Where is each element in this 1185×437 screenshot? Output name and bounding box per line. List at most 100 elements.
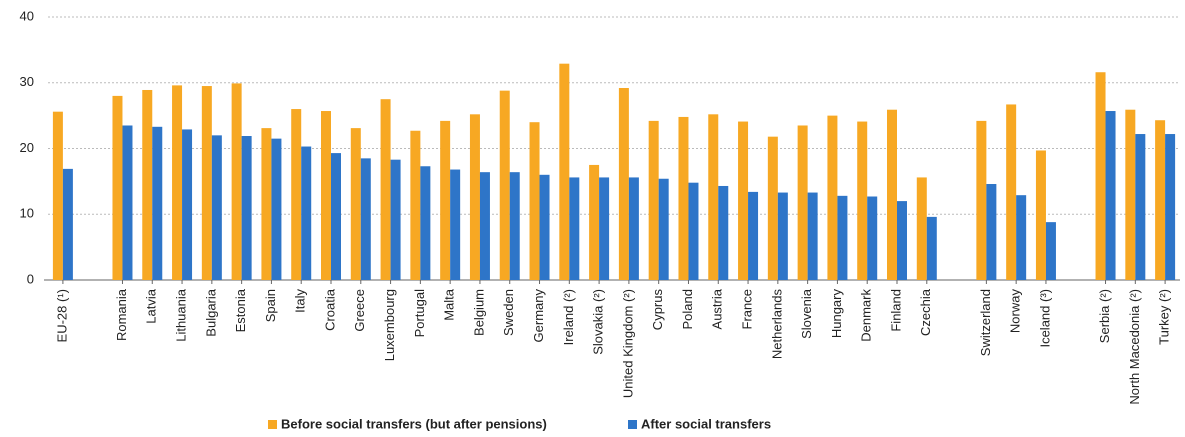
bar xyxy=(807,192,818,280)
bar xyxy=(688,182,699,280)
x-tick-label: Portugal xyxy=(412,289,427,338)
bar xyxy=(1006,104,1017,280)
bar xyxy=(142,89,153,280)
bar xyxy=(628,177,639,280)
bar xyxy=(152,126,163,281)
bar xyxy=(321,111,331,281)
x-tick-label: United Kingdom (²) xyxy=(620,289,635,398)
x-tick-label: Spain xyxy=(263,289,278,322)
bar xyxy=(599,177,610,280)
bar xyxy=(767,136,778,280)
bar xyxy=(827,115,838,280)
bar xyxy=(857,121,868,280)
x-tick-label: Netherlands xyxy=(769,289,784,360)
y-tick-label: 40 xyxy=(20,8,34,23)
x-tick-label: Belgium xyxy=(471,289,486,336)
bar xyxy=(112,95,123,281)
y-tick-label: 30 xyxy=(20,74,34,89)
bar xyxy=(499,90,510,280)
bar xyxy=(648,120,659,280)
bar xyxy=(986,184,997,280)
bar xyxy=(182,129,193,280)
bar xyxy=(122,125,133,280)
legend-swatch xyxy=(268,420,277,429)
x-tick-label: Switzerland xyxy=(978,289,993,356)
x-tick-label: Lithuania xyxy=(173,288,188,342)
bar xyxy=(420,166,431,280)
bar xyxy=(360,158,371,280)
bar xyxy=(509,172,520,280)
bar xyxy=(976,120,987,280)
bar xyxy=(201,86,212,280)
bar xyxy=(331,153,341,280)
bar xyxy=(797,125,808,280)
x-tick-label: Hungary xyxy=(829,289,844,339)
bar xyxy=(569,177,580,280)
bar xyxy=(469,114,480,280)
bar xyxy=(1155,120,1166,280)
bar xyxy=(440,120,451,280)
bar xyxy=(301,146,312,280)
bar xyxy=(658,178,669,280)
x-tick-label: Estonia xyxy=(233,288,248,332)
bar xyxy=(52,111,63,281)
x-tick-label: Latvia xyxy=(144,288,159,323)
bar xyxy=(718,185,729,280)
bar xyxy=(837,195,848,280)
y-tick-label: 10 xyxy=(20,206,34,221)
bar xyxy=(1045,222,1056,280)
bar xyxy=(589,164,600,280)
x-tick-label: Germany xyxy=(531,289,546,343)
bar xyxy=(211,135,222,280)
bar xyxy=(1035,150,1046,280)
bar xyxy=(897,201,907,280)
x-tick-label: Bulgaria xyxy=(203,288,218,336)
bar xyxy=(261,128,272,280)
bar xyxy=(1016,195,1027,280)
bar xyxy=(926,216,937,280)
bar xyxy=(887,109,897,281)
bar xyxy=(1095,72,1106,280)
x-tick-label: Italy xyxy=(293,289,308,313)
bar xyxy=(1125,109,1136,281)
x-tick-label: EU-28 (¹) xyxy=(54,289,69,342)
x-tick-label: Slovakia (²) xyxy=(591,289,606,355)
bar xyxy=(678,116,689,280)
bar xyxy=(738,121,749,280)
bar xyxy=(777,192,788,280)
bar xyxy=(867,196,878,280)
x-tick-label: Croatia xyxy=(322,288,337,331)
x-tick-label: Romania xyxy=(114,288,129,341)
bar xyxy=(1135,134,1146,280)
bar xyxy=(479,172,490,280)
bar xyxy=(380,99,391,280)
legend-label: After social transfers xyxy=(641,416,771,431)
legend-label: Before social transfers (but after pensi… xyxy=(281,416,547,431)
bar xyxy=(350,128,361,280)
x-tick-label: Finland xyxy=(888,289,903,332)
x-tick-label: Austria xyxy=(710,288,725,329)
bar xyxy=(450,169,461,280)
bar xyxy=(916,177,927,280)
bar xyxy=(172,85,183,280)
x-tick-label: Serbia (²) xyxy=(1097,289,1112,343)
legend-swatch xyxy=(628,420,637,429)
bar xyxy=(271,138,282,280)
x-tick-label: Czechia xyxy=(918,288,933,336)
bar xyxy=(618,88,629,280)
bar xyxy=(1105,111,1116,281)
bar xyxy=(708,114,719,280)
x-tick-label: Greece xyxy=(352,289,367,332)
bar xyxy=(390,159,401,280)
bar xyxy=(529,122,540,280)
x-tick-label: Luxembourg xyxy=(382,289,397,361)
x-tick-label: Norway xyxy=(1008,289,1023,334)
bar xyxy=(291,109,302,280)
x-tick-label: Sweden xyxy=(501,289,516,336)
bar xyxy=(559,63,570,281)
bar xyxy=(410,130,421,280)
bar xyxy=(539,174,550,280)
bar xyxy=(231,83,242,280)
x-tick-label: Ireland (²) xyxy=(561,289,576,345)
